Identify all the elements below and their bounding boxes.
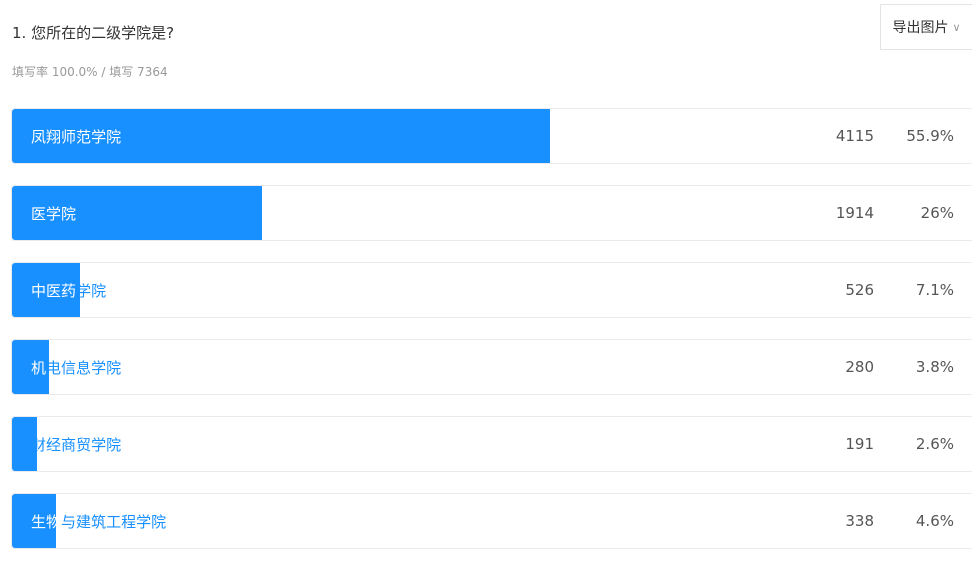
bar [12,340,49,394]
bar-count: 191 [845,435,874,453]
bar [12,263,81,317]
bar-percent: 7.1% [915,281,954,299]
bar-count: 338 [845,512,874,530]
bar [12,494,57,548]
bar-row: 生物与建筑工程学院 338 4.6% [11,493,972,549]
export-image-button[interactable]: 导出图片 ∨ [880,4,972,50]
response-meta: 填写率 100.0% / 填写 7364 [12,65,168,79]
bar [12,417,38,471]
bar [12,186,263,240]
bar-count: 280 [845,358,874,376]
bar-label: 生物与建筑工程学院 [31,512,167,531]
bar-row: 医学院 1914 26% [11,185,972,241]
bar-percent: 26% [920,204,954,222]
bar-row: 机电信息学院 280 3.8% [11,339,972,395]
bar-count: 4115 [835,127,874,145]
bar-row: 凤翔师范学院 4115 55.9% [11,108,972,164]
bar-row: 财经商贸学院 191 2.6% [11,416,972,472]
bar-percent: 4.6% [915,512,954,530]
bar-count: 1914 [835,204,874,222]
bar-row: 中医药学院 526 7.1% [11,262,972,318]
export-image-label: 导出图片 [892,20,949,36]
bar-chart: 凤翔师范学院 4115 55.9% 医学院 1914 26% 中医药学院 526 7.1% 机电信… [11,108,972,570]
chevron-down-icon: ∨ [952,20,961,34]
bar-count: 526 [845,281,874,299]
bar-label: 机电信息学院 [31,358,122,377]
bar-label: 财经商贸学院 [31,435,122,454]
bar-percent: 3.8% [915,358,954,376]
bar [12,109,551,163]
question-title: 1. 您所在的二级学院是? [12,24,175,42]
bar-percent: 2.6% [915,435,954,453]
bar-label: 医学院 [31,204,77,223]
bar-label: 中医药学院 [31,281,107,300]
bar-percent: 55.9% [906,127,954,145]
bar-label: 凤翔师范学院 [31,127,122,146]
